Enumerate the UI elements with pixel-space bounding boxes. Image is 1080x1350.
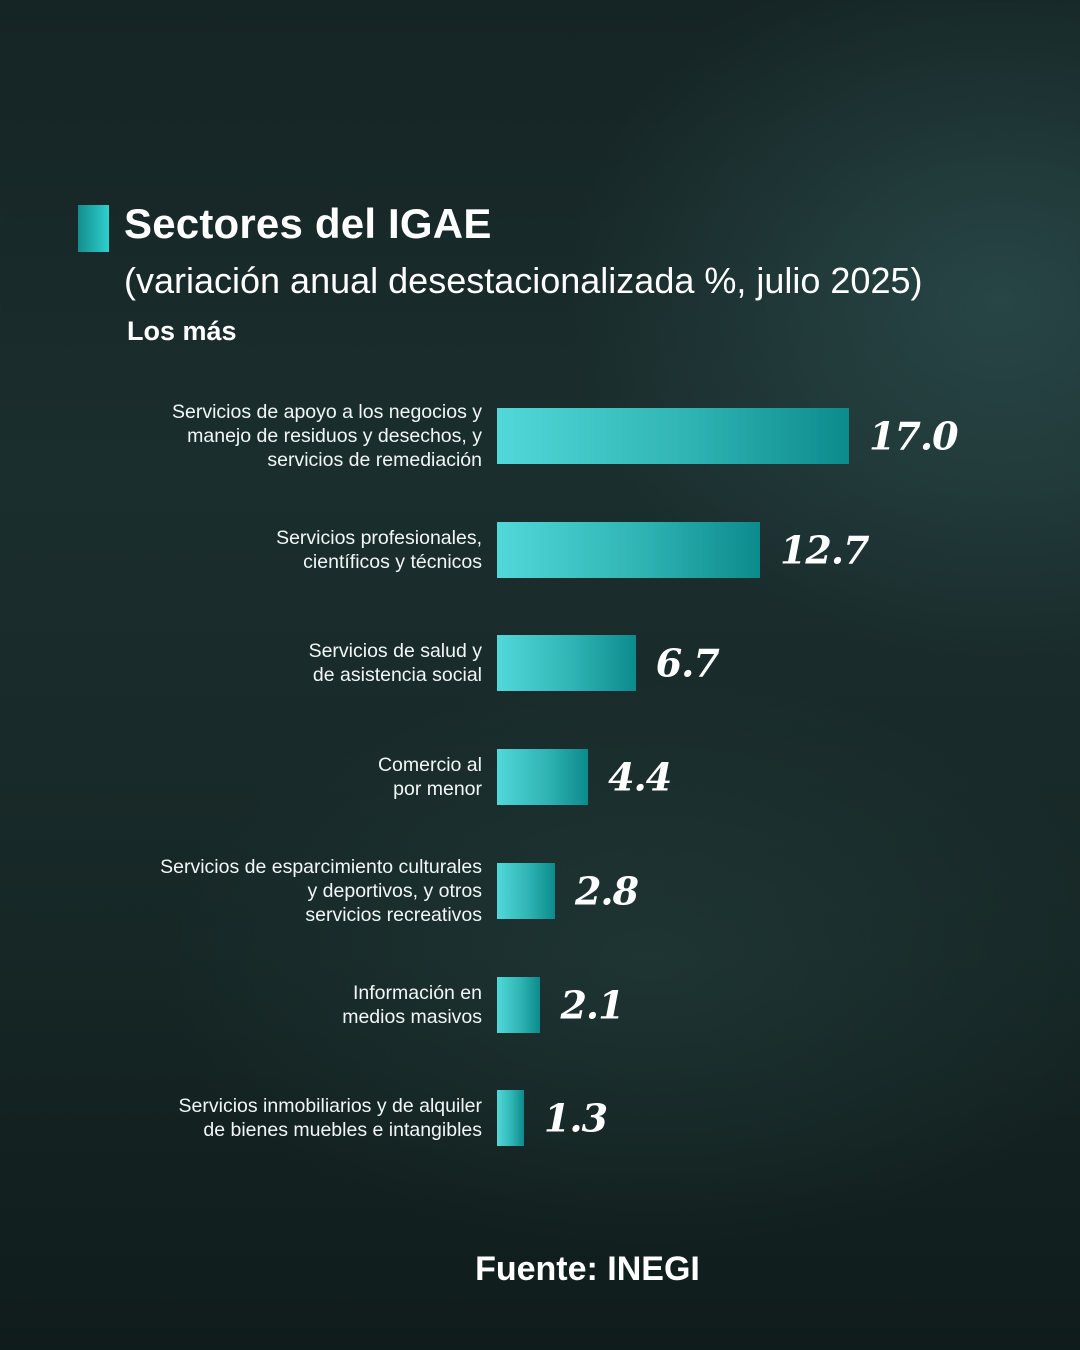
- bar-row: Servicios de salud y de asistencia socia…: [0, 635, 1080, 692]
- bar: [497, 408, 849, 464]
- category-label: Servicios profesionales, científicos y t…: [276, 526, 482, 573]
- chart-subtitle: (variación anual desestacionalizada %, j…: [124, 260, 923, 301]
- bar: [497, 976, 541, 1033]
- bar: [497, 521, 760, 578]
- value-label: 2.1: [560, 982, 624, 1027]
- bar-row: Servicios de apoyo a los negocios y mane…: [0, 401, 1080, 471]
- value-label: 17.0: [869, 413, 959, 459]
- bar: [497, 862, 555, 919]
- category-label: Servicios inmobiliarios y de alquiler de…: [178, 1095, 482, 1142]
- bar-row: Servicios de esparcimiento culturales y …: [0, 856, 1080, 926]
- bar-row: Comercio al por menor 4.4: [0, 749, 1080, 806]
- value-label: 4.4: [608, 754, 672, 800]
- title-accent-bar: [78, 205, 109, 252]
- bar-row: Servicios profesionales, científicos y t…: [0, 521, 1080, 578]
- chart-title: Sectores del IGAE: [124, 200, 492, 247]
- source-note: Fuente: INEGI: [475, 1250, 700, 1288]
- bar-row: Servicios inmobiliarios y de alquiler de…: [0, 1090, 1080, 1147]
- value-label: 6.7: [655, 640, 720, 686]
- value-label: 12.7: [779, 527, 870, 573]
- bar-row: Información en medios masivos 2.1: [0, 976, 1080, 1033]
- value-label: 2.8: [574, 868, 639, 914]
- value-label: 1.3: [543, 1095, 608, 1141]
- bar: [497, 749, 589, 806]
- category-label: Servicios de esparcimiento culturales y …: [160, 855, 482, 926]
- category-label: Servicios de apoyo a los negocios y mane…: [171, 401, 482, 471]
- bar: [497, 635, 636, 692]
- category-label: Servicios de salud y de asistencia socia…: [308, 640, 482, 687]
- category-label: Comercio al por menor: [377, 754, 482, 801]
- bar: [497, 1090, 524, 1147]
- category-label: Información en medios masivos: [342, 981, 482, 1028]
- section-label: Los más: [127, 316, 237, 346]
